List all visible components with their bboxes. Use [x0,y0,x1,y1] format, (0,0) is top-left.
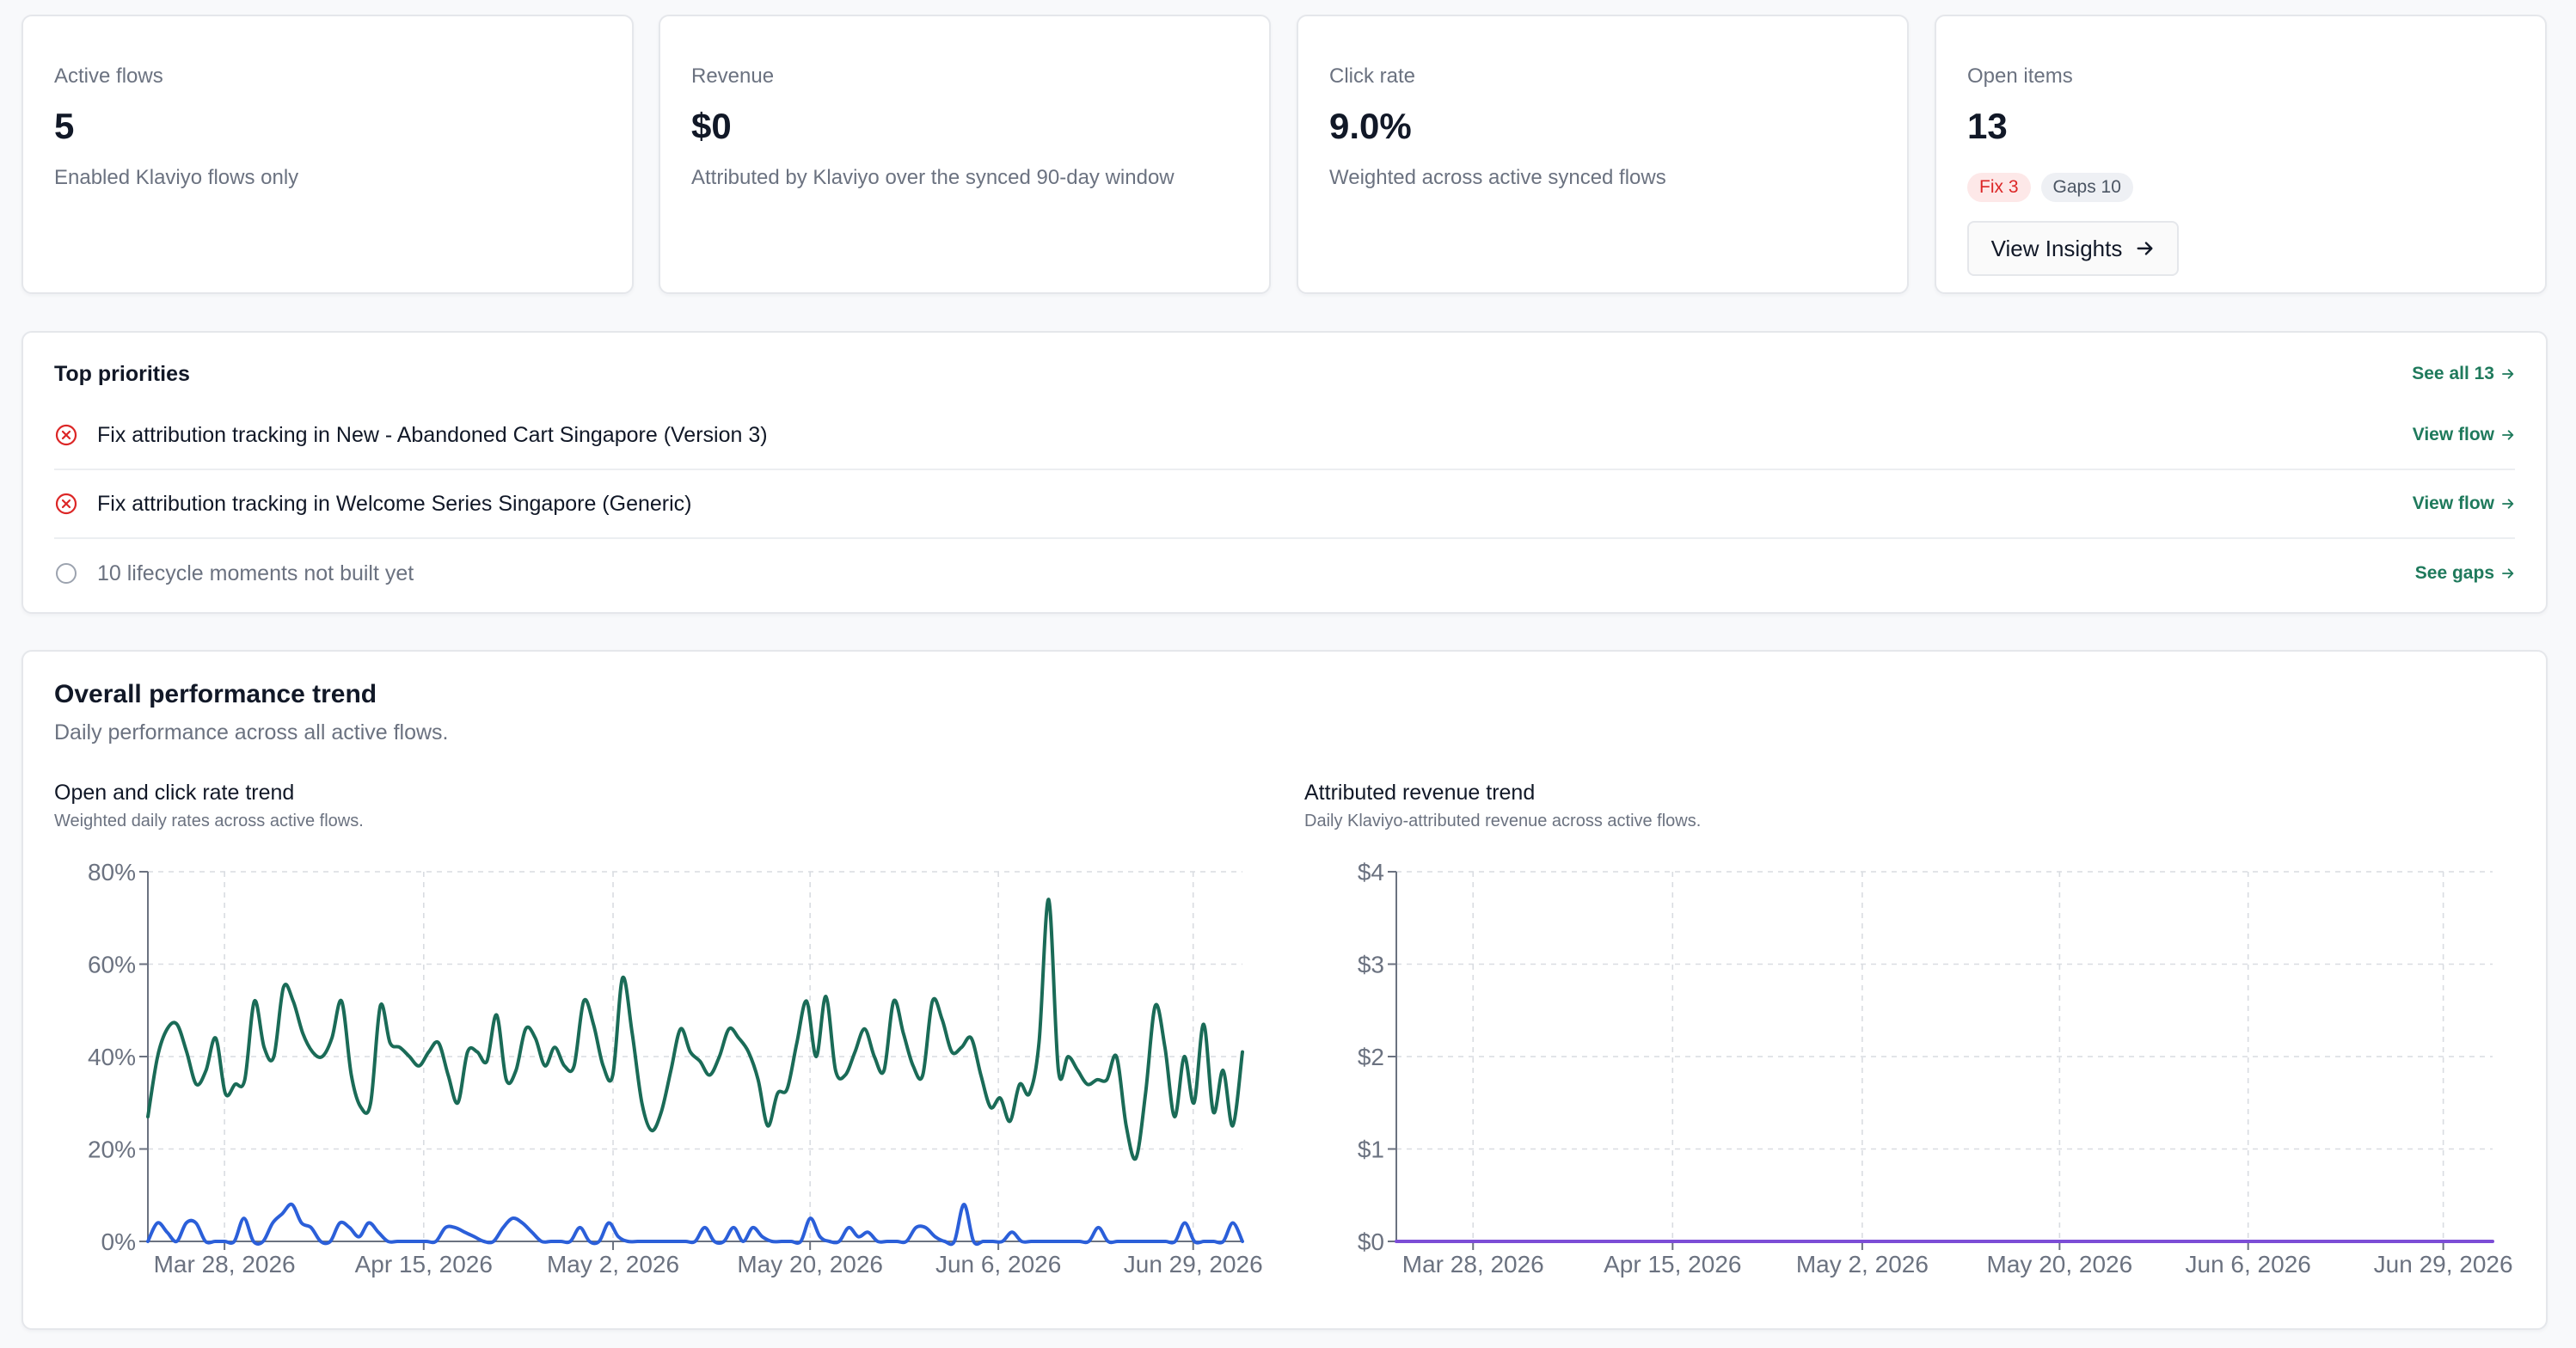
kpi-subtext: Weighted across active synced flows [1329,166,1666,189]
x-tick-label: Mar 28, 2026 [154,1251,296,1278]
revenue-chart-subtitle: Daily Klaviyo-attributed revenue across … [1304,812,1702,830]
kpi-card-active-flows: Active flows 5 Enabled Klaviyo flows onl… [21,15,634,294]
y-tick-label: 0% [101,1229,136,1255]
kpi-value: 13 [1967,106,2008,146]
kpi-card-revenue: Revenue $0 Attributed by Klaviyo over th… [659,15,1271,294]
empty-circle-icon [56,563,77,584]
kpi-label: Active flows [54,64,163,88]
y-tick-label: $0 [1358,1229,1384,1255]
kpi-label: Revenue [691,64,775,88]
see-all-label: See all 13 [2412,364,2494,383]
view-flow-link[interactable]: View flow [2413,425,2515,445]
series-line-1 [146,1202,1244,1247]
kpi-subtext: Enabled Klaviyo flows only [54,166,299,189]
kpi-label: Open items [1967,64,2073,88]
badge-group: Fix 3 Gaps 10 [1967,173,2133,202]
kpi-subtext: Attributed by Klaviyo over the synced 90… [691,166,1175,189]
priority-text: Fix attribution tracking in Welcome Seri… [97,491,692,516]
arrow-right-icon [2502,499,2514,509]
kpi-card-open-items: Open items 13 Fix 3 Gaps 10 View Insight… [1935,15,2547,294]
top-priorities-card: Top priorities See all 13 Fix attributio… [21,331,2548,614]
open-click-rate-chart: 0% 20% 40% 60% 80% Mar 28, 2026 Apr 15, 2026 Ma… [88,859,1263,1278]
performance-trend-card: Overall performance trend Daily performa… [21,650,2548,1330]
view-flow-label: View flow [2412,493,2494,513]
priority-text: 10 lifecycle moments not built yet [97,561,414,585]
arrow-right-icon [2502,430,2514,440]
error-circle-icon [55,493,77,515]
kpi-label: Click rate [1329,64,1416,88]
see-gaps-link[interactable]: See gaps [2415,563,2515,584]
error-circle-icon [55,424,77,446]
x-tick-label: May 2, 2026 [547,1251,679,1278]
y-tick-label: $2 [1358,1044,1384,1070]
priority-item: Fix attribution tracking in New - Abando… [54,401,2515,470]
y-tick-label: 60% [88,952,136,978]
arrow-right-icon [2502,568,2514,579]
view-insights-button[interactable]: View Insights [1967,221,2179,276]
x-tick-label: May 2, 2026 [1796,1251,1929,1278]
priority-item: 10 lifecycle moments not built yet See g… [54,539,2515,608]
y-tick-label: 80% [88,859,136,885]
x-tick-label: May 20, 2026 [737,1251,883,1278]
x-tick-label: May 20, 2026 [1987,1251,2133,1278]
see-gaps-label: See gaps [2414,563,2494,583]
revenue-chart: $0 $1 $2 $3 $4 Mar 28, 2026 Apr 15, 2026 May 2,… [1358,859,2513,1278]
kpi-value: 9.0% [1329,106,1412,146]
gaps-badge: Gaps 10 [2040,173,2133,202]
top-priorities-title: Top priorities [54,362,190,386]
trend-title: Overall performance trend [54,680,377,708]
y-tick-label: 40% [88,1044,136,1070]
x-tick-label: Apr 15, 2026 [1604,1251,1741,1278]
kpi-value: $0 [691,106,732,146]
y-tick-label: $4 [1358,859,1384,885]
y-tick-label: $1 [1358,1137,1384,1163]
view-flow-label: View flow [2412,425,2494,444]
priority-text: Fix attribution tracking in New - Abando… [97,422,768,447]
view-flow-link[interactable]: View flow [2413,493,2515,514]
x-tick-label: Mar 28, 2026 [1402,1251,1544,1278]
x-tick-label: Jun 6, 2026 [2186,1251,2311,1278]
priority-item: Fix attribution tracking in Welcome Seri… [54,470,2515,539]
kpi-value: 5 [54,106,75,146]
fix-badge: Fix 3 [1967,173,2031,202]
trend-subtitle: Daily performance across all active flow… [54,720,449,744]
x-tick-label: Jun 6, 2026 [935,1251,1061,1278]
x-tick-label: Jun 29, 2026 [2374,1251,2513,1278]
kpi-card-click-rate: Click rate 9.0% Weighted across active s… [1297,15,1909,294]
x-tick-label: Jun 29, 2026 [1124,1251,1263,1278]
y-tick-label: 20% [88,1137,136,1163]
arrow-right-icon [2502,369,2514,379]
revenue-chart-title: Attributed revenue trend [1304,781,1536,805]
see-all-link[interactable]: See all 13 [2412,364,2515,384]
x-tick-label: Apr 15, 2026 [355,1251,493,1278]
rate-chart-subtitle: Weighted daily rates across active flows… [54,812,364,830]
y-tick-label: $3 [1358,952,1384,978]
view-insights-label: View Insights [1990,235,2123,261]
rate-chart-title: Open and click rate trend [54,781,295,805]
series-line-0 [146,898,1244,1161]
arrow-right-icon [2137,242,2153,255]
